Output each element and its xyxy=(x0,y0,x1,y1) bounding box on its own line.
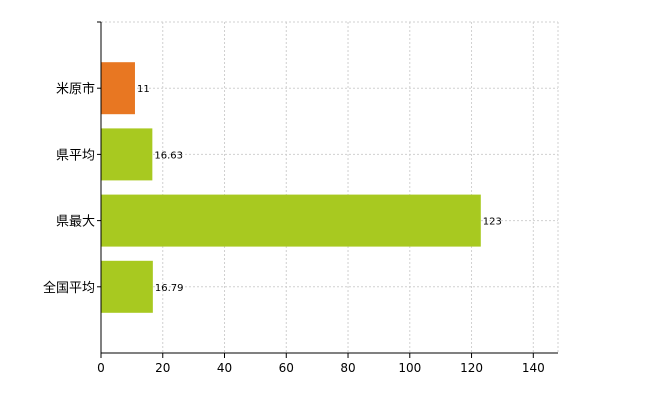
x-tick-label-0: 0 xyxy=(97,361,105,375)
data-label-2: 123 xyxy=(483,217,502,228)
x-tick-label-5: 100 xyxy=(398,361,421,375)
bar-2 xyxy=(101,194,481,247)
bar-3 xyxy=(101,260,153,313)
category-label-3: 全国平均 xyxy=(43,280,95,296)
x-tick-label-3: 60 xyxy=(279,361,294,375)
x-tick-label-1: 20 xyxy=(155,361,170,375)
category-label-0: 米原市 xyxy=(56,81,95,97)
bar-0 xyxy=(101,62,135,115)
data-label-0: 11 xyxy=(137,84,150,95)
x-tick-label-2: 40 xyxy=(217,361,232,375)
data-labels: 11 16.63 123 16.79 xyxy=(137,84,502,294)
bar-1 xyxy=(101,128,153,181)
category-label-1: 県平均 xyxy=(56,148,95,163)
grid-lines xyxy=(101,21,559,353)
x-tick-labels: 0 20 40 60 80 100 120 140 xyxy=(97,361,545,375)
axes xyxy=(97,21,558,358)
bars xyxy=(101,62,481,313)
x-tick-label-6: 120 xyxy=(460,361,483,375)
data-label-1: 16.63 xyxy=(154,150,183,161)
category-label-2: 県最大 xyxy=(56,215,95,230)
x-tick-label-4: 80 xyxy=(340,361,355,375)
x-tick-label-7: 140 xyxy=(522,361,545,375)
data-label-3: 16.79 xyxy=(155,283,184,294)
